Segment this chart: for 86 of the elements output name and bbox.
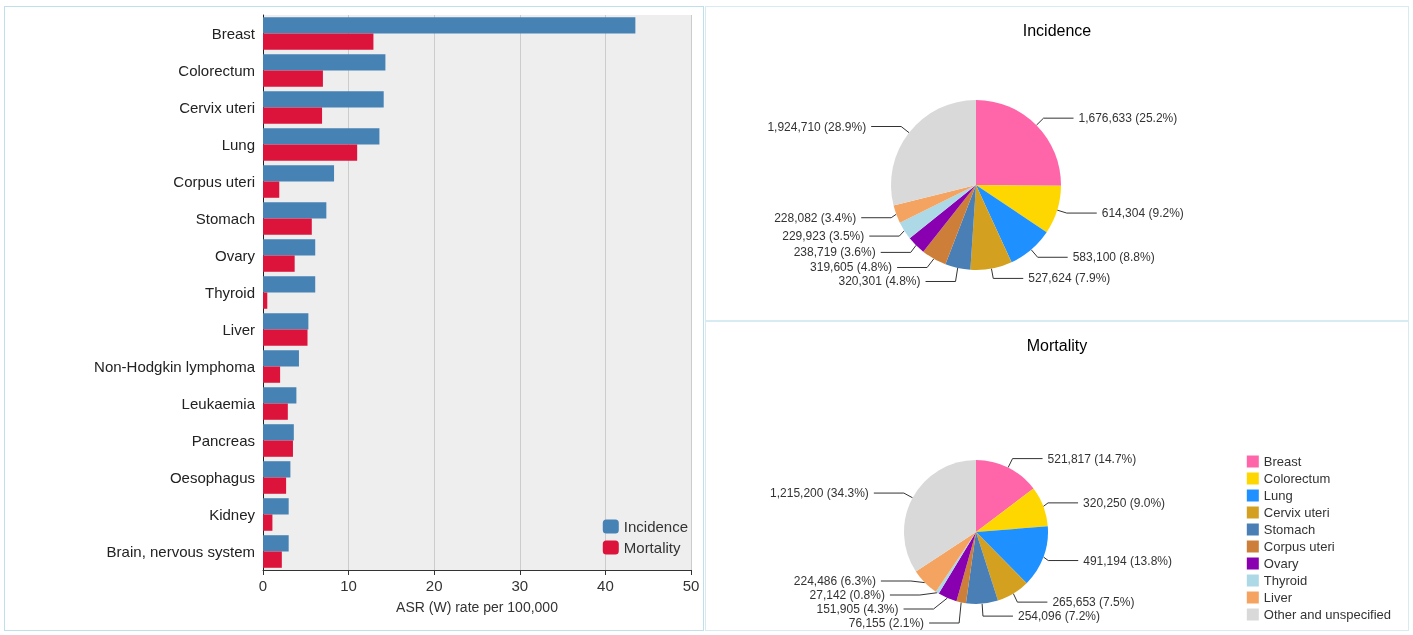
y-tick-label: Non-Hodgkin lymphoma: [94, 358, 256, 375]
legend-label: Stomach: [1263, 522, 1316, 537]
y-tick-label: Pancreas: [191, 432, 255, 449]
x-tick-label: 40: [597, 577, 614, 594]
legend-label: Incidence: [623, 518, 689, 535]
bar: [263, 440, 293, 457]
y-tick-label: Liver: [222, 321, 255, 338]
data-label: 27,142 (0.8%): [809, 588, 885, 602]
bar: [263, 292, 268, 309]
legend-label: Liver: [1263, 590, 1293, 605]
data-label: 76,155 (2.1%): [848, 616, 925, 630]
bar: [263, 477, 287, 494]
bar: [263, 144, 358, 161]
data-label: 614,304 (9.2%): [1101, 206, 1184, 221]
legend-label: Thyroid: [1263, 573, 1308, 588]
bar: [263, 128, 380, 145]
data-label: 320,301 (4.8%): [838, 274, 921, 289]
data-label: 228,082 (3.4%): [774, 210, 857, 225]
bar: [263, 387, 297, 404]
bar: [263, 535, 289, 552]
bar: [263, 107, 323, 124]
bar: [263, 255, 295, 272]
bar: [263, 461, 291, 478]
legend-label: Colorectum: [1263, 471, 1331, 486]
data-label: 521,817 (14.7%): [1047, 451, 1137, 466]
data-label: 254,096 (7.2%): [1017, 609, 1101, 624]
y-tick-label: Thyroid: [204, 284, 255, 301]
bar: [263, 91, 384, 108]
x-tick-label: 10: [340, 577, 357, 594]
y-tick-label: Cervix uteri: [179, 99, 255, 116]
y-tick-label: Kidney: [209, 506, 256, 523]
x-axis-title: ASR (W) rate per 100,000: [396, 599, 559, 615]
legend-label: Mortality: [623, 539, 681, 556]
bar: [263, 366, 281, 383]
bar: [263, 202, 327, 219]
bar: [263, 218, 312, 235]
data-label: 319,605 (4.8%): [810, 260, 893, 275]
bar: [263, 54, 386, 71]
bar: [263, 181, 280, 198]
y-tick-label: Ovary: [214, 247, 256, 264]
data-label: 491,194 (13.8%): [1083, 553, 1172, 568]
data-label: 1,924,710 (28.9%): [767, 119, 867, 134]
chart-title: Incidence: [1022, 21, 1092, 39]
y-tick-label: Stomach: [195, 210, 255, 227]
bar: [263, 498, 289, 515]
y-tick-label: Corpus uteri: [173, 173, 255, 190]
data-label: 224,486 (6.3%): [793, 574, 876, 588]
data-label: 583,100 (8.8%): [1072, 250, 1155, 265]
bar: [263, 551, 282, 568]
data-label: 1,676,633 (25.2%): [1078, 111, 1178, 126]
bar: [263, 403, 288, 420]
legend-label: Ovary: [1263, 556, 1299, 571]
bar: [263, 17, 636, 34]
bar: [263, 424, 294, 441]
bar: [263, 329, 308, 346]
legend-label: Lung: [1263, 488, 1293, 503]
bar: [263, 165, 335, 182]
y-tick-label: Brain, nervous system: [106, 543, 255, 560]
y-tick-label: Oesophagus: [169, 469, 255, 486]
x-tick-label: 30: [511, 577, 529, 594]
legend-label: Corpus uteri: [1263, 539, 1335, 554]
bar: [263, 276, 316, 293]
data-label: 151,905 (4.3%): [816, 602, 899, 616]
y-tick-label: Breast: [211, 25, 256, 42]
data-label: 238,719 (3.6%): [793, 245, 876, 260]
legend-label: Breast: [1263, 454, 1302, 469]
y-tick-label: Lung: [221, 136, 255, 153]
bar: [263, 70, 323, 87]
x-tick-label: 0: [258, 577, 268, 594]
y-tick-label: Colorectum: [178, 62, 255, 79]
bar: [263, 313, 309, 330]
x-tick-label: 20: [425, 577, 443, 594]
bar: [263, 350, 299, 367]
data-label: 229,923 (3.5%): [782, 229, 865, 244]
chart-title: Mortality: [1026, 336, 1088, 354]
x-tick-label: 50: [682, 577, 700, 594]
data-label: 265,653 (7.5%): [1052, 595, 1135, 610]
bar: [263, 239, 316, 256]
data-label: 320,250 (9.0%): [1083, 495, 1166, 510]
data-label: 527,624 (7.9%): [1028, 271, 1111, 286]
bar: [263, 514, 273, 531]
legend-label: Other and unspecified: [1263, 607, 1392, 622]
legend-label: Cervix uteri: [1263, 505, 1330, 520]
y-tick-label: Leukaemia: [181, 395, 256, 412]
bar: [263, 33, 374, 50]
data-label: 1,215,200 (34.3%): [770, 486, 869, 501]
